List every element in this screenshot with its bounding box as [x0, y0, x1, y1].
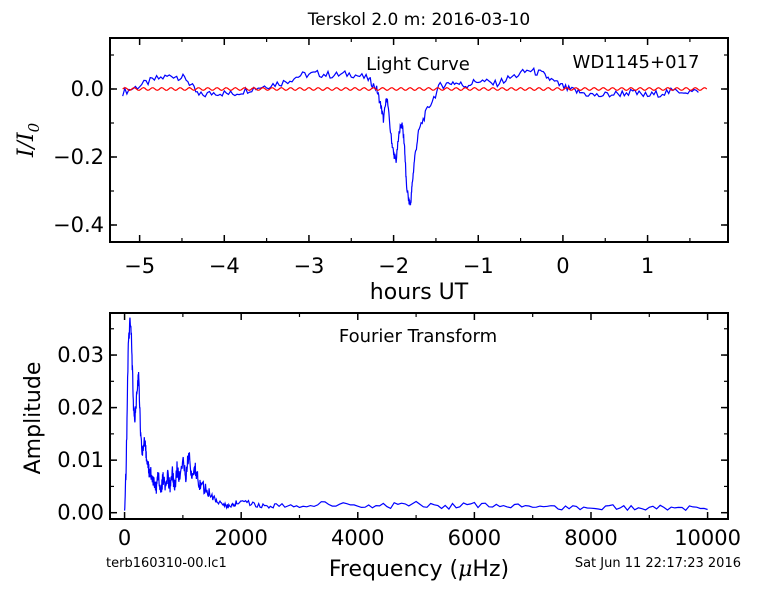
- y-tick-label: 0.02: [57, 396, 104, 420]
- footer-filename: terb160310-00.lc1: [106, 556, 227, 571]
- y-tick-label: 0.0: [71, 77, 104, 101]
- x-tick-label: 1: [641, 254, 654, 278]
- svg-text:I/I0: I/I0: [14, 122, 43, 158]
- y-tick-label: 0.03: [57, 343, 104, 367]
- model-series: [122, 86, 708, 92]
- fourier-panel: 0 2000 4000 6000 8000 10000 0.00 0.01 0.02 0.03 F…: [21, 312, 741, 582]
- x-tick-label: 8000: [564, 526, 617, 550]
- x-tick-label: −4: [209, 254, 240, 278]
- x-tick-label: 6000: [448, 526, 501, 550]
- fourier-plot-frame: [109, 312, 729, 520]
- light-curve-ticks: −5 −4 −3 −2 −1 0 1 0.0 −0.2 −0.4: [53, 38, 728, 278]
- target-name-annotation: WD1145+017: [573, 52, 700, 73]
- light-curve-panel: −5 −4 −3 −2 −1 0 1 0.0 −0.2 −0.4 Light Curve WD11…: [14, 37, 729, 305]
- light-curve-ylabel: I/I0: [14, 122, 43, 158]
- fourier-ticks: 0 2000 4000 6000 8000 10000 0.00 0.01 0.02 0.03: [57, 313, 741, 550]
- fourier-series: [124, 317, 708, 512]
- x-tick-label: 4000: [331, 526, 384, 550]
- x-tick-label: −5: [124, 254, 155, 278]
- light-curve-title: Light Curve: [366, 54, 470, 75]
- x-tick-label: −3: [293, 254, 324, 278]
- x-tick-label: 0: [118, 526, 131, 550]
- fourier-plot-content: [124, 317, 708, 512]
- x-tick-label: −1: [463, 254, 494, 278]
- footer-timestamp: Sat Jun 11 22:17:23 2016: [575, 556, 741, 571]
- x-tick-label: −2: [378, 254, 409, 278]
- x-tick-label: 10000: [674, 526, 741, 550]
- light-curve-xlabel: hours UT: [370, 280, 469, 305]
- light-curve-plot-frame: [109, 37, 729, 243]
- fourier-title: Fourier Transform: [339, 326, 497, 347]
- fourier-xlabel: Frequency (μHz): [329, 557, 509, 582]
- figure-title: Terskol 2.0 m: 2016-03-10: [307, 10, 531, 30]
- x-tick-label: 2000: [214, 526, 267, 550]
- y-tick-label: 0.01: [57, 448, 104, 472]
- y-tick-label: −0.2: [53, 145, 104, 169]
- x-tick-label: 0: [556, 254, 569, 278]
- fourier-ylabel: Amplitude: [21, 362, 46, 475]
- light-curve-plot-clip-content: [122, 66, 708, 206]
- y-tick-label: 0.00: [57, 501, 104, 525]
- y-tick-label: −0.4: [53, 213, 104, 237]
